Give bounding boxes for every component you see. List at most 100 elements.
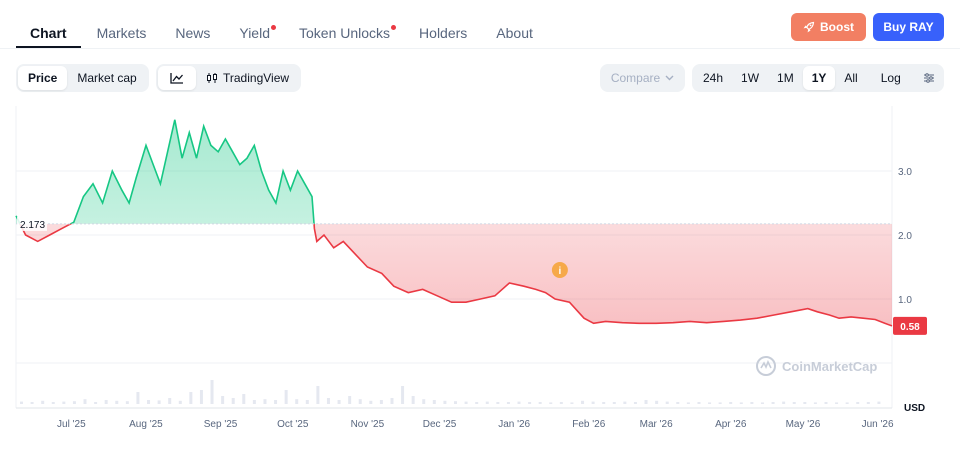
buy-label: Buy RAY [883,20,934,34]
tab-token-unlocks[interactable]: Token Unlocks [299,14,397,48]
price-chart-svg: 2.173 3.0 2.0 1.0 Jul '25 Aug '25 Sep '25 Oct … [15,106,927,430]
baseline-label-bg [17,216,47,231]
tab-news[interactable]: News [175,14,210,48]
current-price-label: 0.58 [900,322,920,333]
tab-about[interactable]: About [496,14,533,48]
volume-bar [125,401,129,404]
volume-bar [782,401,786,404]
volume-bar [337,400,341,404]
range-selector: 24h 1W 1M 1Y All Log [692,64,944,92]
marketcap-toggle[interactable]: Market cap [77,71,137,85]
y-tick-label: 3.0 [898,167,912,178]
volume-bar [51,402,55,404]
volume-bar [379,400,383,404]
chart-type-toggle: TradingView [156,64,302,92]
metric-toggle: Price Market cap [16,64,149,92]
coinmarketcap-watermark: CoinMarketCap [756,356,877,376]
volume-bar [210,380,214,404]
volume-bar [369,400,373,404]
volume-bar [623,401,627,404]
volume-bar [41,400,45,404]
range-1m[interactable]: 1M [777,71,794,85]
volume-bar [83,399,87,404]
volume-bar [824,402,828,404]
volume-bar [538,402,542,404]
x-tick-label: Jul '25 [57,419,86,430]
volume-bar [665,401,669,404]
volume-bar [62,401,66,404]
volume-bar [231,398,235,404]
volume-bar [528,402,532,404]
price-line-up [15,119,315,224]
chart-settings-button[interactable] [915,66,943,90]
compare-label: Compare [610,71,661,85]
volume-bar [20,401,23,404]
volume-bar [454,401,457,404]
volume-bar [771,402,775,404]
volume-bar [708,402,712,404]
x-tick-label: Nov '25 [351,419,385,430]
volume-bar [750,402,754,404]
price-toggle[interactable]: Price [18,66,68,90]
tab-chart[interactable]: Chart [16,14,81,48]
watermark-text: CoinMarketCap [782,359,877,374]
currency-label: USD [904,403,925,414]
volume-bar [612,402,616,404]
volume-bar [94,402,98,404]
tab-label: About [496,25,533,41]
notification-dot [271,25,276,30]
tab-label: Chart [30,25,67,41]
range-1w[interactable]: 1W [741,71,760,85]
compare-dropdown[interactable]: Compare [600,64,685,92]
volume-bar [115,400,119,404]
info-marker[interactable]: i [551,262,568,278]
volume-bar [591,401,595,404]
notification-dot [391,25,397,30]
volume-bar [517,401,521,404]
volume-bar [633,402,637,404]
boost-button[interactable]: Boost [791,13,866,41]
volume-bar [856,402,860,404]
tab-bar: Chart Markets News Yield Token Unlocks Holder… [16,14,562,50]
x-tick-label: Aug '25 [129,419,163,430]
volume-bar [305,400,309,404]
volume-bar [30,402,34,404]
tradingview-button[interactable]: TradingView [196,66,299,90]
boost-label: Boost [820,20,854,34]
volume-bar [655,400,659,404]
x-tick-label: Feb '26 [572,419,605,430]
volume-bar [189,392,193,404]
tab-yield[interactable]: Yield [239,14,276,48]
volume-bar [136,392,140,404]
log-scale-toggle[interactable]: Log [880,71,901,85]
tab-label: Token Unlocks [299,25,391,41]
line-chart-button[interactable] [158,66,196,90]
baseline-group: 2.173 [16,216,892,231]
volume-bar [760,402,764,404]
volume-bar [168,398,172,404]
tab-bar-divider [0,48,960,49]
volume-bar [178,400,182,404]
buy-button[interactable]: Buy RAY [873,13,944,41]
x-tick-label: May '26 [786,419,821,430]
range-24h[interactable]: 24h [703,71,724,85]
x-tick-label: Dec '25 [423,419,457,430]
x-tick-label: Oct '25 [277,419,309,430]
tab-markets[interactable]: Markets [97,14,147,48]
tab-holders[interactable]: Holders [419,14,467,48]
volume-bar [570,402,574,404]
volume-bar [390,398,394,404]
x-tick-label: Jun '26 [862,419,894,430]
x-tick-label: Sep '25 [204,419,238,430]
volume-bar [718,402,722,404]
info-marker-circle [551,262,568,278]
price-area [15,119,893,327]
volume-bar [602,402,606,404]
volume-bar [401,386,405,404]
volume-bar [739,402,743,404]
volume-bar [432,400,436,404]
volume-bar [729,402,733,404]
range-1y[interactable]: 1Y [802,66,836,90]
volume-bar [348,396,352,404]
range-all[interactable]: All [844,71,858,85]
